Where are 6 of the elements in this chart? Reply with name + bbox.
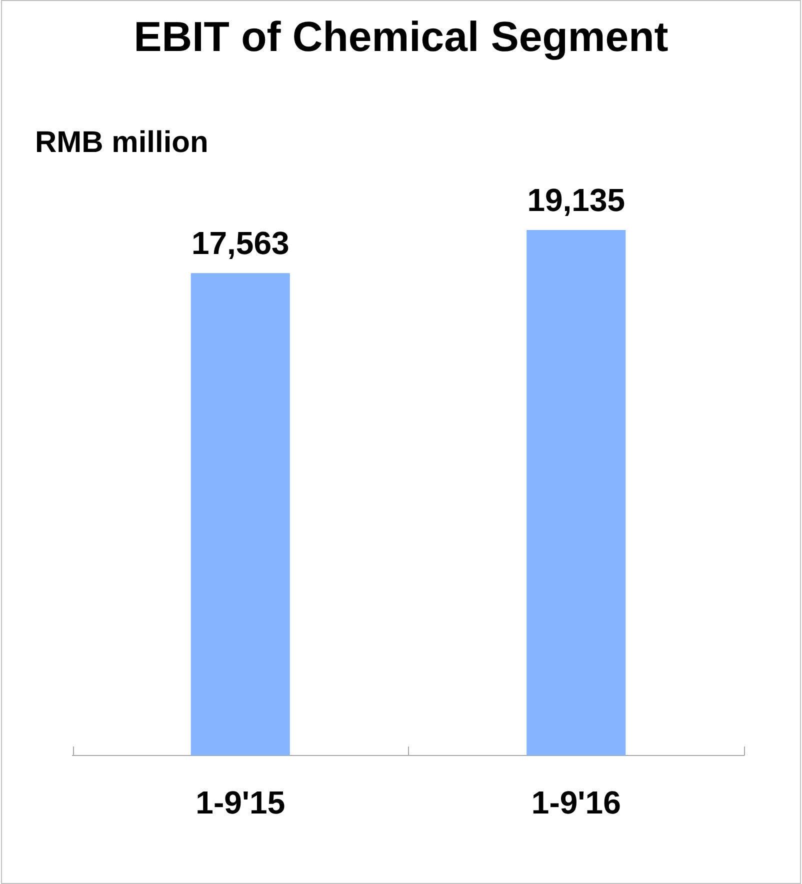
- data-label: 19,135: [527, 182, 626, 218]
- data-label: 17,563: [191, 225, 290, 262]
- x-tick-label: 1-9'15: [196, 784, 286, 821]
- x-tick-label: 1-9'16: [531, 784, 621, 821]
- y-axis-title: RMB million: [35, 126, 208, 159]
- chart-title: EBIT of Chemical Segment: [132, 13, 670, 60]
